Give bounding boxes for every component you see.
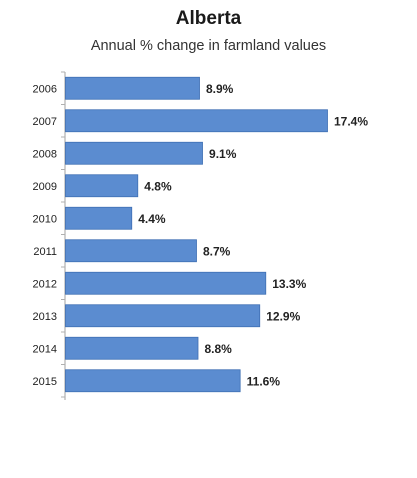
- data-label-2014: 8.8%: [205, 342, 233, 356]
- category-label-2006: 2006: [33, 83, 57, 95]
- category-label-2014: 2014: [33, 343, 57, 355]
- data-label-2010: 4.4%: [138, 212, 166, 226]
- data-label-2009: 4.8%: [144, 179, 172, 193]
- bar-2007: [65, 109, 328, 133]
- bar-2011: [65, 239, 197, 263]
- category-label-2011: 2011: [33, 246, 57, 258]
- bar-2014: [65, 336, 199, 360]
- chart-subtitle: Annual % change in farmland values: [90, 38, 327, 54]
- bar-2012: [65, 271, 267, 295]
- category-label-2013: 2013: [33, 311, 57, 323]
- category-label-2015: 2015: [33, 376, 57, 388]
- chart-title: Alberta: [175, 8, 242, 29]
- data-label-2012: 13.3%: [272, 277, 306, 291]
- bar-2015: [65, 369, 241, 393]
- data-label-2008: 9.1%: [209, 147, 237, 161]
- bar-2013: [65, 304, 261, 328]
- category-label-2009: 2009: [33, 181, 57, 193]
- bar-2008: [65, 141, 203, 165]
- bar-2006: [65, 76, 200, 100]
- category-label-2007: 2007: [33, 116, 57, 128]
- data-label-2007: 17.4%: [334, 114, 368, 128]
- category-label-2012: 2012: [33, 278, 57, 290]
- data-label-2006: 8.9%: [206, 82, 234, 96]
- category-label-2008: 2008: [33, 148, 57, 160]
- data-label-2011: 8.7%: [203, 244, 231, 258]
- data-label-2013: 12.9%: [266, 309, 300, 323]
- bar-2009: [65, 174, 139, 198]
- data-label-2015: 11.6%: [247, 374, 281, 388]
- bar-2010: [65, 206, 133, 230]
- category-label-2010: 2010: [33, 213, 57, 225]
